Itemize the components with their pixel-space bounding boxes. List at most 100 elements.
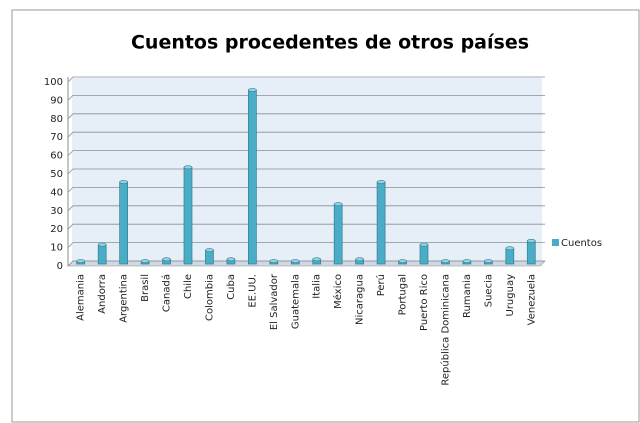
bar	[205, 248, 214, 265]
bar-top	[441, 259, 450, 264]
grid-line	[67, 95, 545, 101]
x-tick-label: Alemania	[76, 274, 87, 321]
bar-top	[76, 259, 86, 264]
y-tick-label: 100	[44, 77, 63, 88]
bar-body	[333, 203, 343, 265]
chart-title: Cuentos procedentes de otros países	[131, 32, 529, 54]
plot-area	[72, 78, 542, 266]
bar-body	[97, 244, 107, 265]
x-tick-label: Perú	[375, 274, 387, 296]
y-tick-label: 50	[50, 169, 63, 180]
bar	[376, 180, 386, 265]
x-tick-label: Chile	[183, 274, 194, 299]
y-tick-label: 0	[57, 261, 63, 272]
bar-top	[290, 259, 300, 264]
x-tick-label: Argentina	[119, 274, 130, 323]
x-tick-label: EE.UU.	[247, 274, 258, 308]
bar	[76, 259, 86, 265]
bar-body	[183, 166, 193, 265]
bar-top	[333, 202, 343, 207]
grid-line	[67, 76, 545, 83]
bar-top	[183, 165, 193, 170]
x-tick-label: El Salvador	[269, 273, 280, 330]
bar	[484, 259, 493, 265]
bar	[312, 257, 322, 265]
bar-top	[398, 259, 407, 264]
bar-top	[462, 259, 472, 264]
bar-top	[97, 242, 107, 247]
grid-line	[67, 150, 545, 156]
y-tick-label: 90	[50, 95, 63, 106]
bar	[355, 257, 364, 265]
x-tick-label: Andorra	[97, 274, 108, 314]
grid-line	[67, 223, 545, 230]
grid-line	[67, 242, 545, 248]
y-tick-label: 40	[50, 187, 63, 198]
grid-line	[67, 260, 545, 267]
y-tick-label: 20	[50, 224, 63, 235]
bar-top	[140, 259, 150, 264]
bar	[248, 88, 257, 265]
bar-top	[505, 246, 515, 251]
x-tick-label: Italia	[312, 274, 323, 299]
bar	[183, 165, 193, 265]
bar	[119, 180, 128, 265]
bar-top	[312, 257, 322, 262]
legend-swatch	[552, 239, 559, 246]
grid-line	[67, 168, 545, 175]
bar-body	[526, 240, 536, 265]
bar	[290, 259, 300, 265]
x-tick-label: Uruguay	[505, 274, 516, 317]
bar-top	[484, 259, 493, 264]
bar	[505, 246, 515, 265]
bar-top	[269, 259, 279, 264]
x-tick-label: Rumania	[462, 274, 473, 318]
bar	[269, 259, 279, 265]
x-tick-label: Cuba	[226, 274, 237, 300]
x-tick-label: República Dominicana	[439, 274, 451, 386]
bar-body	[119, 181, 128, 265]
y-tick-label: 30	[50, 206, 63, 217]
bar-top	[355, 257, 364, 262]
bar-body	[376, 181, 386, 265]
grid-line	[67, 186, 545, 193]
bar	[140, 259, 150, 265]
bar	[462, 259, 472, 265]
bar-body	[419, 244, 429, 265]
bar	[526, 239, 536, 265]
bar	[162, 257, 171, 265]
y-tick-label: 80	[50, 114, 63, 125]
bar-top	[162, 257, 171, 262]
x-tick-label: México	[332, 274, 344, 309]
bar-top	[226, 257, 236, 262]
bar-top	[205, 248, 214, 253]
bar-top	[376, 180, 386, 184]
x-tick-label: Portugal	[398, 274, 409, 315]
grid-line	[67, 131, 545, 138]
bar	[441, 259, 450, 265]
y-tick-label: 70	[50, 132, 63, 143]
bar-body	[505, 247, 515, 265]
x-tick-label: Suecia	[483, 274, 494, 307]
grid-line	[67, 205, 545, 212]
bar	[333, 202, 343, 265]
bar	[419, 242, 429, 265]
x-tick-label: Venezuela	[526, 274, 537, 325]
grid-line	[67, 113, 545, 120]
x-tick-label: Nicaragua	[355, 274, 366, 325]
bar-top	[419, 242, 429, 247]
floor	[67, 260, 546, 267]
x-tick-label: Canadá	[161, 274, 173, 312]
x-tick-label: Colombia	[204, 274, 215, 321]
legend-label: Cuentos	[561, 238, 602, 249]
bar	[97, 242, 107, 265]
y-tick-label: 10	[50, 243, 63, 254]
bar-top	[248, 88, 257, 92]
x-tick-label: Guatemala	[290, 274, 301, 329]
x-tick-label: Brasil	[140, 274, 151, 302]
bar-top	[119, 180, 128, 184]
bar-body	[248, 89, 257, 265]
y-tick-label: 60	[50, 151, 63, 162]
bar-body	[205, 249, 214, 265]
